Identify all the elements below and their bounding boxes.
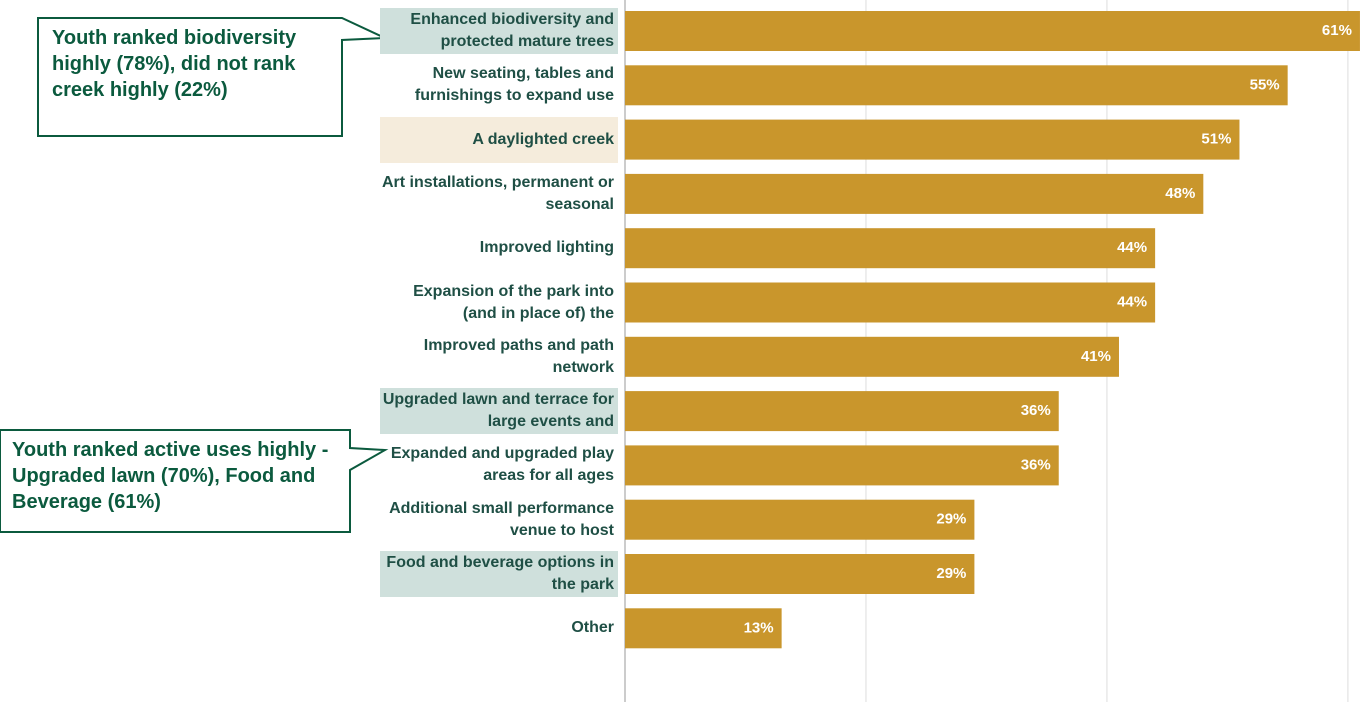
value-label: 51%: [1201, 131, 1231, 148]
value-label: 55%: [1250, 76, 1280, 93]
category-label: Enhanced biodiversity and protected matu…: [380, 8, 618, 54]
value-label: 44%: [1117, 293, 1147, 310]
annotation: Youth ranked biodiversity highly (78%), …: [52, 27, 297, 101]
callout-box: [37, 17, 386, 137]
bar: [625, 228, 1156, 269]
value-label: 29%: [936, 511, 966, 528]
bar: [625, 65, 1288, 106]
category-label: Upgraded lawn and terrace for large even…: [380, 388, 618, 435]
annotation: Youth ranked active uses highly - Upgrad…: [12, 439, 329, 513]
category-label: Art installations, permanent or seasonal: [381, 173, 614, 213]
bar: [625, 11, 1360, 51]
category-label: New seating, tables and furnishings to e…: [414, 65, 614, 105]
value-label: 48%: [1165, 185, 1195, 202]
category-label: Additional small performance venue to ho…: [389, 499, 614, 539]
category-label: Other: [571, 619, 614, 637]
category-label: Expansion of the park into (and in place…: [413, 282, 614, 322]
category-label: Expanded and upgraded play areas for all…: [390, 445, 614, 485]
bar: [625, 499, 975, 540]
bar: [625, 282, 1156, 323]
value-label: 41%: [1081, 348, 1111, 365]
bar: [625, 554, 975, 594]
bar: [625, 173, 1204, 214]
value-label: 36%: [1021, 456, 1051, 473]
callout-box: [0, 429, 389, 533]
value-label: 13%: [744, 619, 774, 636]
bar: [625, 336, 1119, 377]
value-label: 29%: [936, 565, 966, 582]
value-label: 61%: [1322, 22, 1352, 39]
category-label: Improved lighting: [479, 239, 614, 257]
bar: [625, 391, 1059, 432]
category-label: A daylighted creek: [380, 116, 618, 163]
bar: [625, 445, 1059, 486]
value-label: 36%: [1021, 402, 1051, 419]
category-label: Food and beverage options in the park: [380, 551, 618, 597]
value-label: 44%: [1117, 239, 1147, 256]
bar: [625, 119, 1240, 160]
category-label: Improved paths and path network: [423, 336, 614, 376]
bar: [625, 608, 782, 649]
